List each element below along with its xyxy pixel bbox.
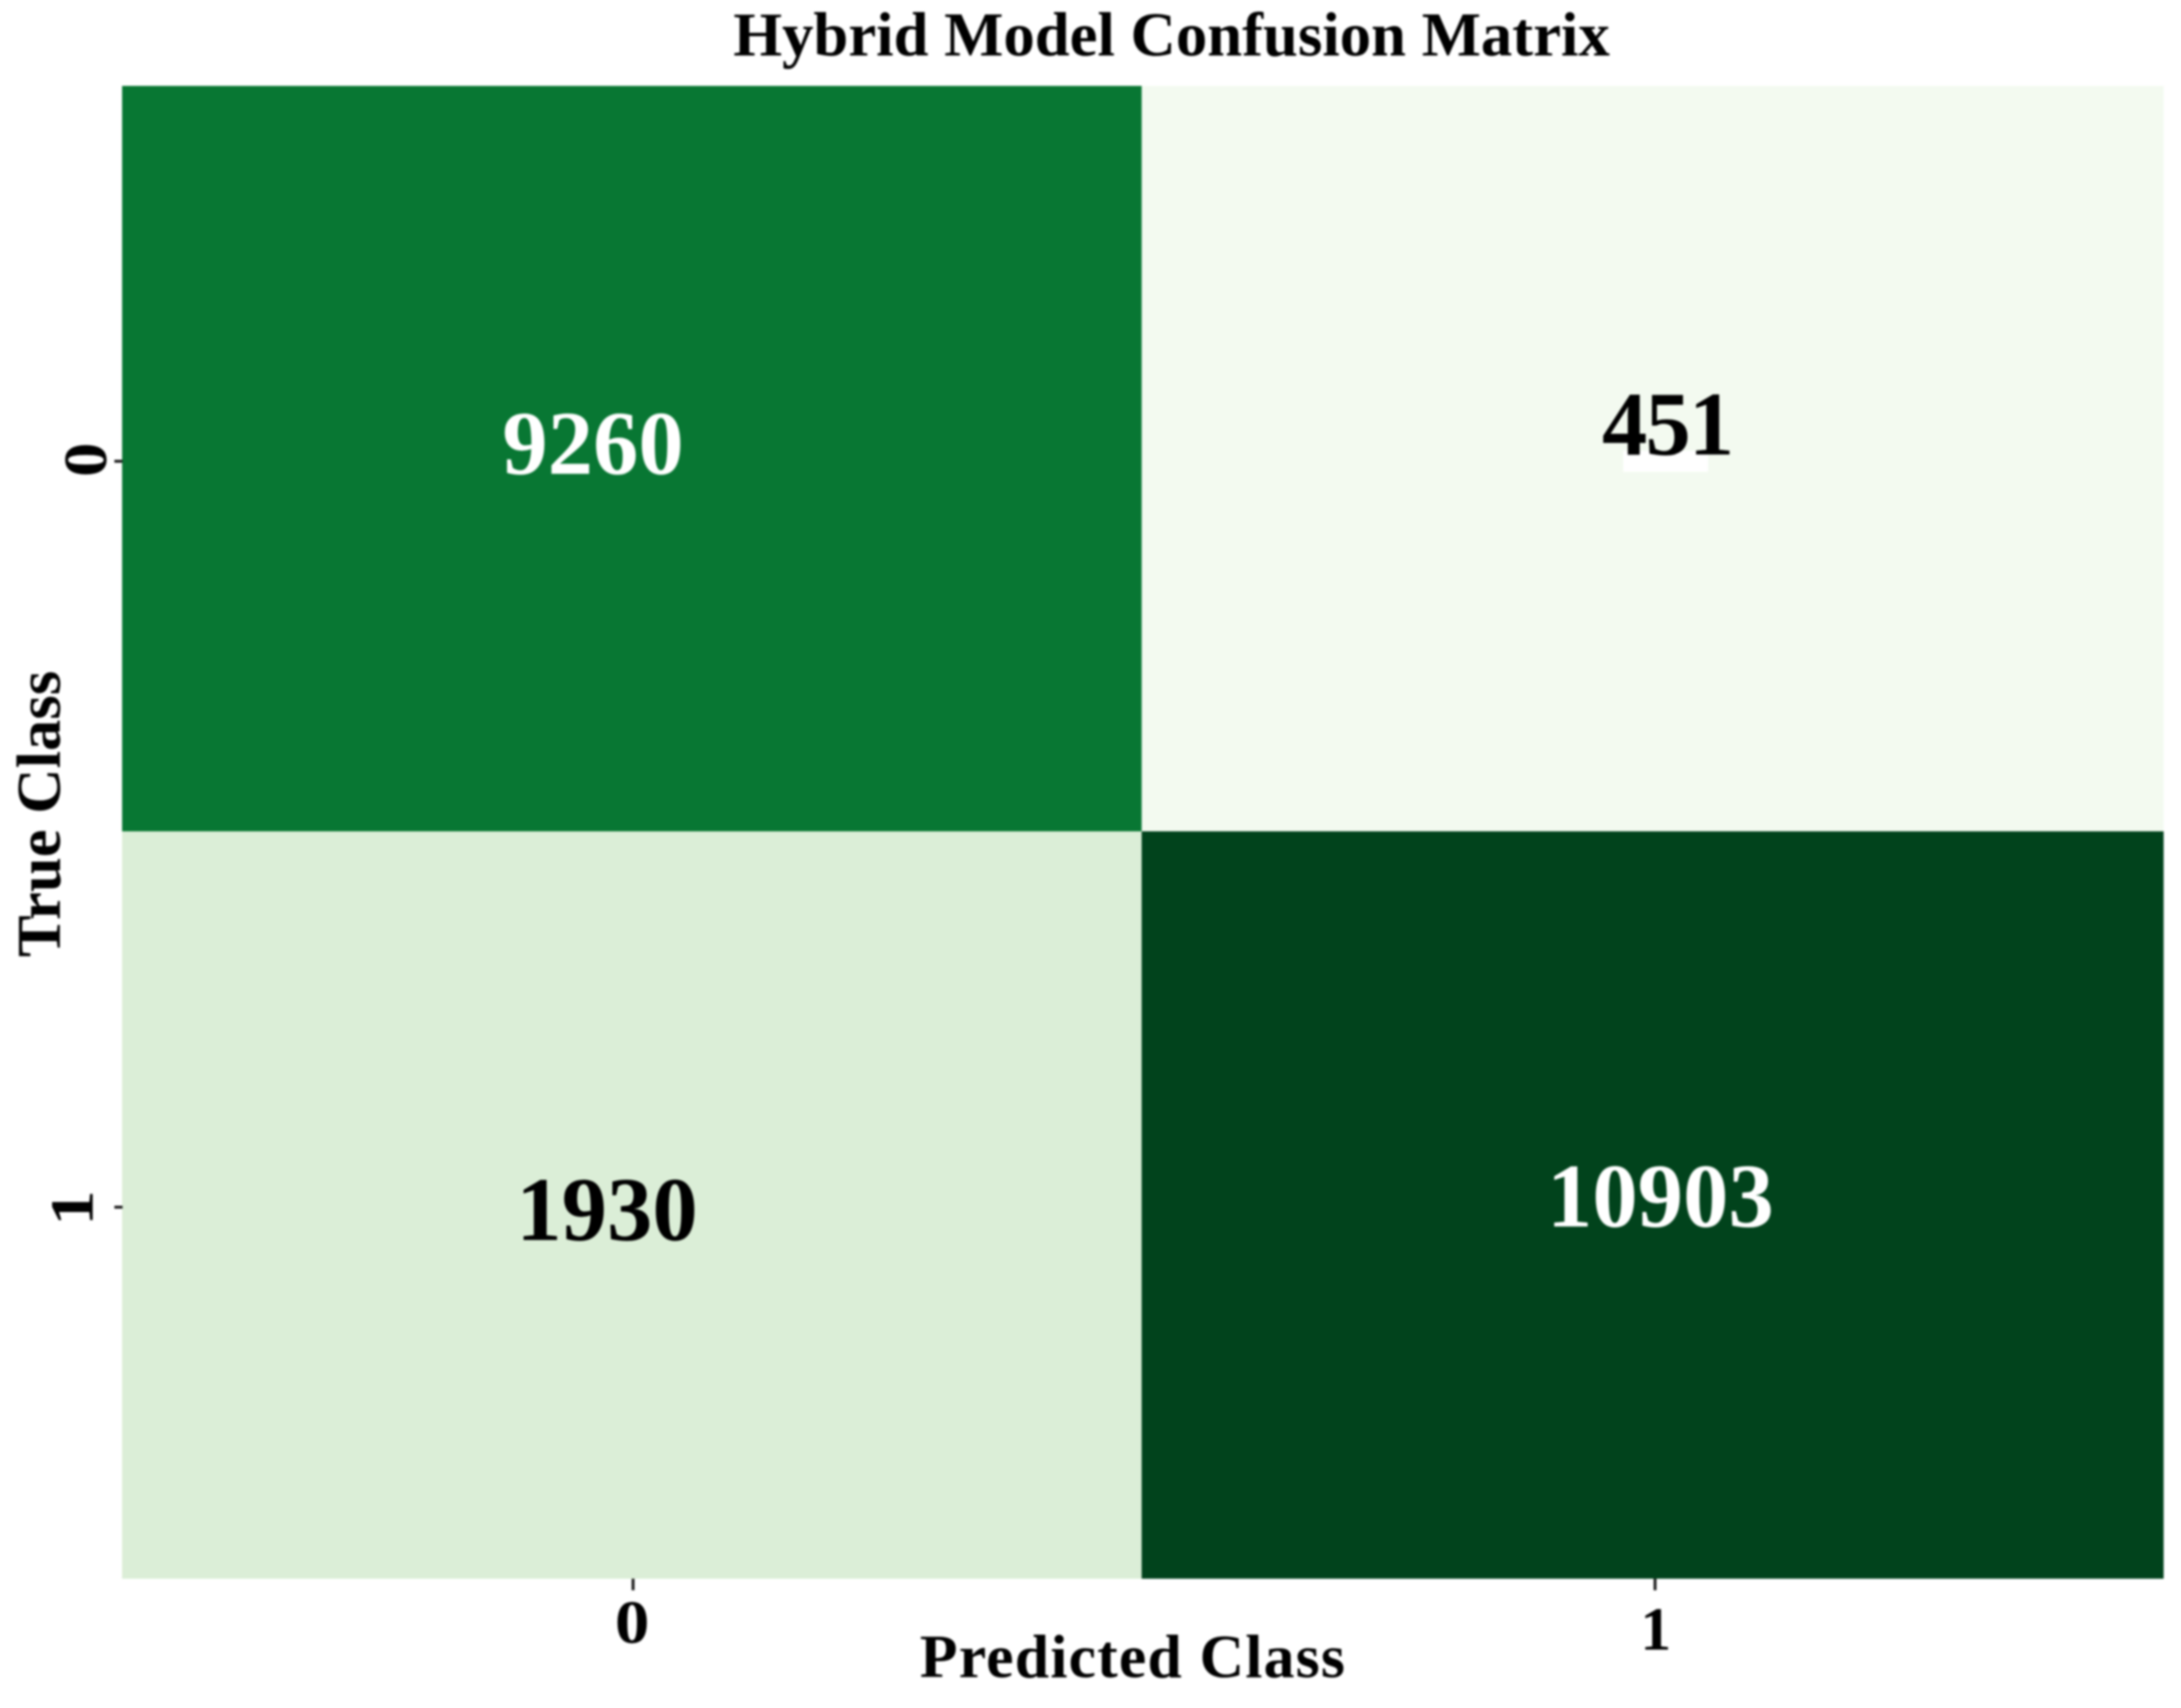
- svg-text:1: 1: [1641, 1594, 1671, 1663]
- svg-text:10903: 10903: [1547, 1146, 1774, 1247]
- svg-text:1930: 1930: [516, 1160, 698, 1260]
- svg-text:Hybrid Model Confusion Matrix: Hybrid Model Confusion Matrix: [733, 1, 1611, 70]
- svg-text:True Class: True Class: [5, 671, 74, 957]
- svg-text:451: 451: [1602, 374, 1732, 475]
- svg-text:Predicted Class: Predicted Class: [920, 1622, 1346, 1691]
- svg-text:1: 1: [38, 1190, 106, 1226]
- svg-text:9260: 9260: [503, 394, 684, 494]
- svg-text:0: 0: [51, 443, 121, 478]
- svg-text:0: 0: [615, 1587, 649, 1657]
